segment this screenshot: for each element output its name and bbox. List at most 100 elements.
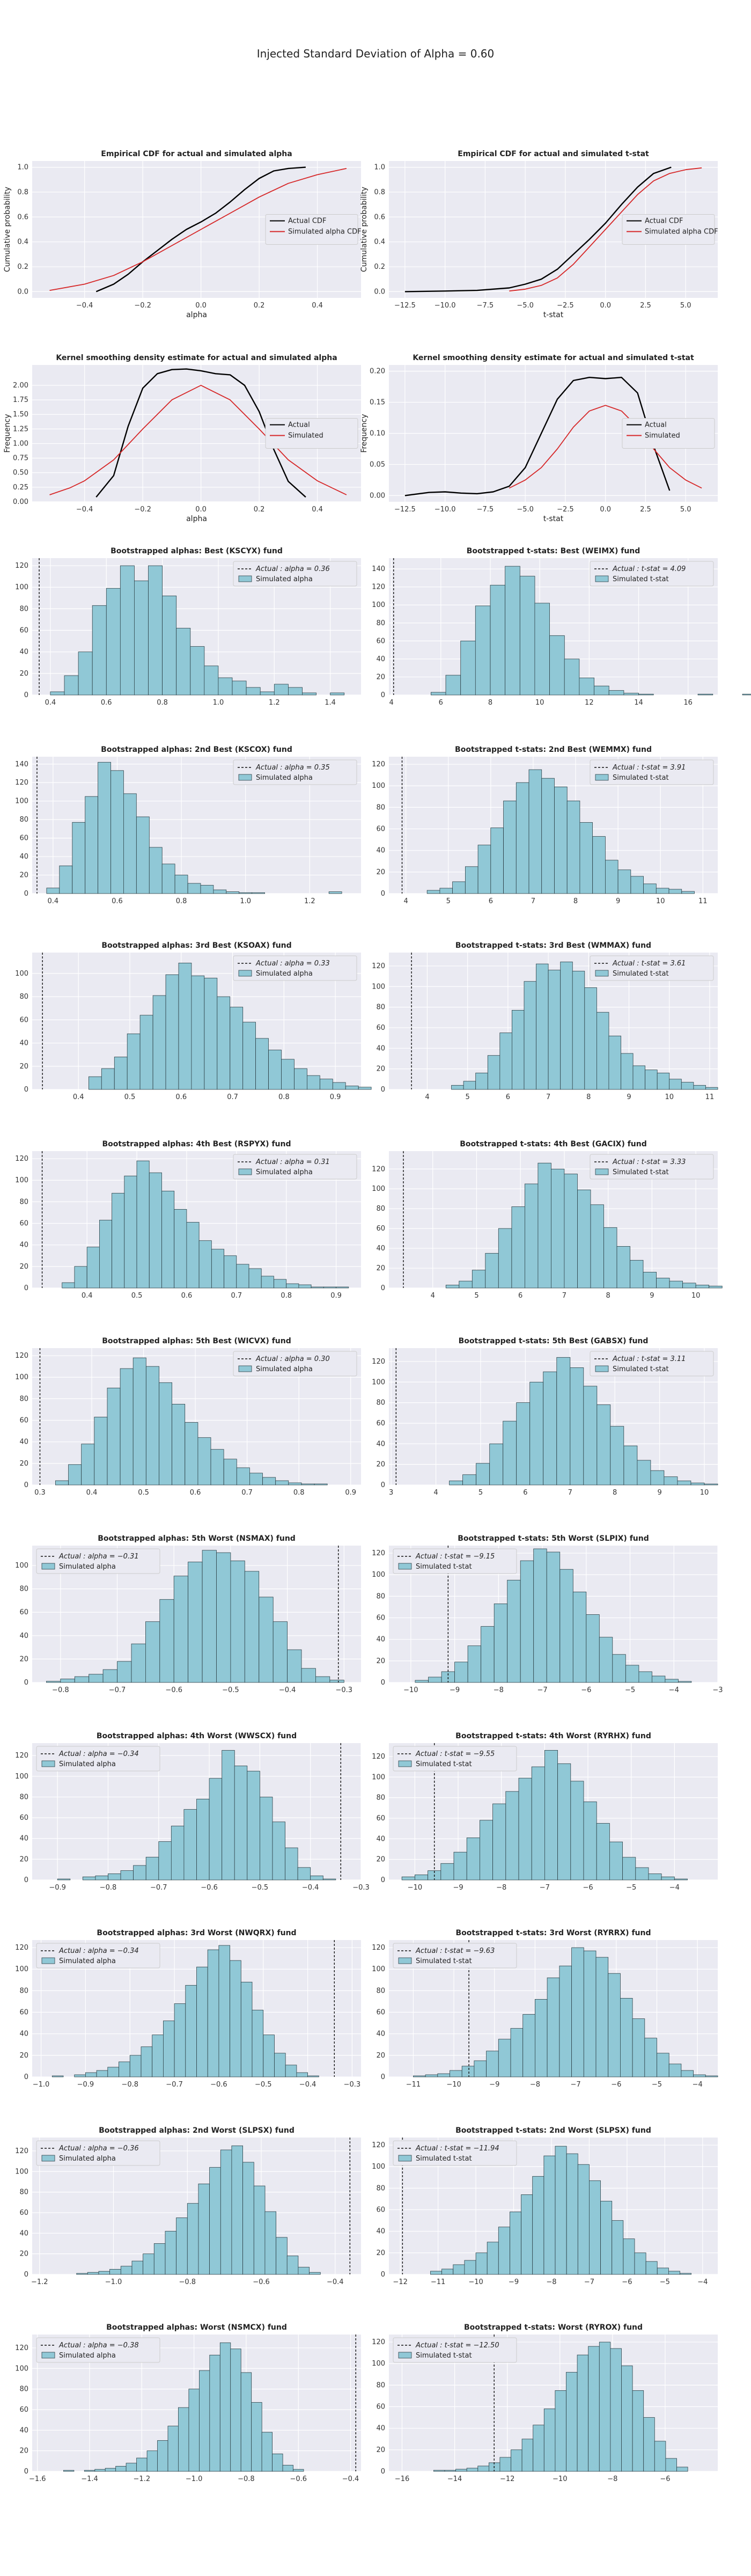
x-tick-label: 5 [466,1093,470,1101]
histogram-bar [449,1480,463,1485]
histogram-bar [310,1875,323,1880]
histogram-bar [252,2010,264,2077]
y-tick-label: 100 [15,1176,28,1184]
histogram-bar [99,1220,112,1289]
x-tick-label: −9 [453,1884,463,1892]
y-tick-label: 0.8 [17,188,28,196]
subplot-17: 0 20 40 60 80 100 120 −0.9 −0.8 −0.7 −0.6 −0.5 −0.4 −… [15,1732,370,1892]
histogram-bar [668,889,682,894]
x-axis-label: alpha [186,515,207,523]
x-tick-label: −10 [408,1884,422,1892]
histogram-bar [609,1841,623,1880]
histogram-bar [178,2407,189,2472]
y-tick-label: 0 [381,890,385,898]
y-tick-label: 40 [19,2030,28,2038]
x-tick-label: −5.0 [517,302,534,310]
histogram-bar [240,1981,253,2077]
histogram-bar [503,1421,517,1485]
y-tick-label: 100 [372,2360,385,2368]
legend-entry: Actual : alpha = 0.36 [255,565,330,573]
legend-swatch [238,1168,252,1175]
legend-swatch [238,774,252,781]
subplot-14: 0 20 40 60 80 100 120 3 4 5 6 7 8 9 10 Bootstrapped t-s… [372,1337,718,1497]
histogram-bar [524,981,537,1090]
histogram-bar [665,2458,677,2472]
y-tick-label: 40 [376,1440,385,1448]
subplot-5: 0 20 40 60 80 100 120 0.4 0.6 0.8 1.0 1.2 1.4 Bootstr… [15,547,361,707]
histogram-bar [131,2260,144,2275]
histogram-bar [143,2253,154,2275]
x-tick-label: 5 [474,1292,478,1300]
legend-swatch [595,774,609,781]
subplot-title: Bootstrapped t-stats: 4th Best (GACIX) f… [460,1140,647,1148]
legend-box [393,2140,517,2166]
x-tick-label: −11 [406,2081,421,2089]
histogram-bar [55,1480,69,1485]
histogram-bar [445,1285,460,1289]
y-tick-label: 0 [381,2073,385,2081]
histogram-bar [678,1681,692,1683]
y-tick-label: 0.8 [374,188,385,196]
y-tick-label: 40 [376,1245,385,1253]
histogram [413,1947,718,2077]
histogram-bar [76,2273,88,2275]
y-tick-label: 60 [376,1419,385,1428]
histogram-bar [705,2075,718,2077]
legend: Actual : alpha = 0.36 Simulated alpha [233,561,357,587]
x-tick-label: 8 [573,897,578,905]
histogram-bar [285,2065,297,2077]
subplot-4: 0.00 0.05 0.10 0.15 0.20 −12.5 −10.0 −7.5 −5.0 −2… [360,354,718,523]
histogram-bar [146,2450,158,2472]
legend: Actual : t-stat = 3.33 Simulated t-stat [590,1154,714,1180]
histogram-bar [330,692,345,696]
y-tick-label: 80 [376,1205,385,1213]
x-tick-label: 0.4 [73,1093,84,1101]
x-tick-label: 1.0 [213,699,224,707]
histogram-bar [645,1070,658,1090]
legend-entry: Simulated alpha [59,2155,116,2163]
histogram-bar [704,1483,718,1485]
histogram [431,566,751,696]
histogram-bar [246,687,261,696]
legend-entry: Simulated t-stat [613,1365,669,1373]
subplot-title: Bootstrapped alphas: 3rd Best (KSOAX) fu… [101,941,291,950]
histogram-bar [171,1826,185,1880]
y-tick-label: 100 [372,1571,385,1579]
y-tick-label: 60 [19,2209,28,2217]
histogram-bar [460,640,476,696]
histogram-bar [534,603,550,696]
y-tick-label: 0.0 [17,288,28,296]
series-line [509,167,702,292]
histogram-bar [136,816,150,894]
histogram-bar [583,1950,597,2077]
y-tick-label: 20 [19,1655,28,1663]
histogram-bar [555,2146,567,2275]
x-tick-label: −12 [393,2278,407,2286]
histogram-bar [623,693,639,696]
y-tick-label: 1.00 [13,440,28,448]
subplot-24: 0 20 40 60 80 100 120 −16 −14 −12 −10 −8 −6 Bootstrap… [372,2323,718,2483]
y-tick-label: 0 [381,1284,385,1292]
x-tick-label: −5 [625,1686,635,1694]
histogram-bar [247,1770,260,1880]
histogram-bar [516,782,529,894]
y-tick-label: 80 [376,1004,385,1012]
legend-entry: Simulated alpha [59,2352,116,2360]
histogram-bar [136,2457,148,2472]
x-tick-label: −0.5 [255,2081,272,2089]
x-tick-label: −7.5 [477,506,494,514]
legend: Actual : t-stat = −12.50 Simulated t-stat [393,2337,517,2363]
y-tick-label: 100 [372,2163,385,2171]
y-tick-label: 40 [19,1040,28,1048]
histogram-bar [548,970,561,1090]
subplot-title: Bootstrapped alphas: 4th Best (RSPYX) fu… [102,1140,291,1148]
x-tick-label: −1.2 [134,2475,151,2483]
x-tick-label: −0.9 [49,1884,66,1892]
histogram-bar [643,2417,655,2472]
histogram-bar [186,1222,200,1289]
histogram-bar [264,2211,276,2275]
y-tick-label: 120 [15,1944,28,1952]
legend-entry: Simulated alpha [256,774,313,782]
histogram-bar [107,1387,121,1485]
histogram-bar [218,1945,230,2077]
